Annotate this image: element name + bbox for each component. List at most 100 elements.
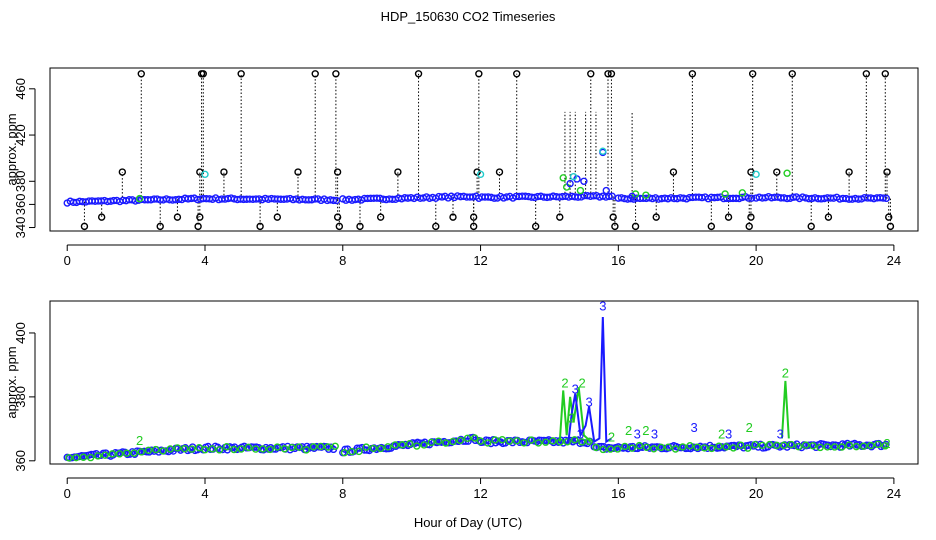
high-spike-point	[311, 70, 319, 78]
x-tick-label: 4	[201, 486, 208, 501]
x-tick-label: 4	[201, 253, 208, 268]
mid-spike-point	[669, 168, 678, 176]
baseline-green-point	[317, 442, 325, 451]
x-tick-label: 0	[64, 253, 71, 268]
baseline-point	[269, 445, 277, 453]
low-spike-point	[194, 222, 202, 231]
series-label: 2	[718, 426, 725, 441]
baseline-green-point	[427, 438, 435, 447]
series-label: 2	[782, 366, 789, 381]
baseline-green-point	[736, 441, 745, 449]
baseline-point	[329, 196, 338, 205]
low-spike-point	[609, 213, 617, 221]
baseline-green-point	[809, 442, 817, 450]
series-label: 2	[579, 375, 586, 390]
baseline-green-point	[130, 449, 138, 457]
low-spike-point	[724, 213, 733, 221]
blue-point	[580, 177, 588, 185]
high-spike-point	[688, 70, 697, 78]
mid-spike-point	[394, 168, 402, 176]
low-spike-point	[611, 222, 619, 231]
baseline-green-point	[251, 445, 260, 453]
baseline-green-point	[744, 444, 752, 452]
x-tick-label: 8	[339, 486, 346, 501]
series-label: 2	[883, 436, 890, 451]
baseline-green-point	[244, 443, 253, 452]
baseline-green-point	[101, 451, 109, 459]
baseline-green-point	[621, 442, 629, 451]
baseline-green-point	[137, 448, 145, 456]
baseline-green-point	[823, 443, 832, 451]
baseline-green-point	[309, 443, 318, 451]
baseline-green-point	[758, 441, 767, 450]
baseline-green-point	[599, 445, 607, 454]
baseline-green-point	[201, 446, 209, 454]
baseline-green-point	[65, 454, 73, 462]
green-point	[576, 186, 585, 195]
baseline-green-point	[787, 440, 795, 449]
baseline-green-point	[295, 443, 303, 451]
high-spike-point	[748, 70, 757, 78]
series-label: 3	[651, 426, 658, 441]
baseline-green-point	[222, 443, 231, 451]
green-point	[562, 183, 571, 191]
high-spike-point	[513, 70, 521, 78]
baseline-green-point	[650, 445, 658, 453]
x-tick-label: 0	[64, 486, 71, 501]
green-point	[738, 189, 747, 197]
series-label: 2	[642, 423, 649, 438]
baseline-green-point	[686, 442, 694, 450]
low-spike-point	[707, 222, 716, 231]
baseline-green-point	[867, 441, 875, 450]
low-spike-point	[273, 213, 282, 221]
cyan-point	[752, 170, 760, 179]
x-tick-label: 20	[749, 486, 763, 501]
high-spike-point	[137, 70, 145, 78]
baseline-green-point	[340, 448, 349, 457]
series-label: 2	[561, 375, 568, 390]
y-tick-label: 420	[13, 124, 28, 146]
low-spike-point	[745, 222, 753, 231]
baseline-point	[879, 194, 887, 202]
baseline-green-point	[679, 443, 687, 451]
series-label: 3	[634, 426, 641, 441]
baseline-green-point	[384, 443, 392, 451]
baseline-green-point	[273, 443, 282, 451]
blue-point	[566, 179, 574, 188]
blue-trace-line	[567, 316, 612, 444]
baseline-green-point	[657, 443, 665, 452]
low-spike-point	[432, 222, 440, 231]
high-spike-point	[199, 70, 207, 78]
x-tick-label: 12	[473, 486, 487, 501]
series-label: 3	[777, 426, 784, 441]
blue-point	[602, 186, 610, 195]
baseline-green-point	[288, 443, 296, 452]
mid-spike-point	[333, 168, 342, 176]
baseline-green-point	[376, 444, 385, 453]
baseline-green-point	[442, 439, 450, 447]
x-tick-label: 16	[611, 486, 625, 501]
cyan-point	[569, 172, 578, 181]
y-tick-label: 400	[13, 322, 28, 344]
baseline-point	[862, 441, 871, 449]
baseline-point	[608, 192, 616, 200]
baseline-green-point	[123, 449, 131, 457]
baseline-green-point	[476, 437, 485, 445]
baseline-green-point	[456, 436, 464, 445]
baseline-green-point	[355, 447, 363, 456]
baseline-point	[744, 194, 753, 202]
cyan-point	[476, 170, 485, 179]
baseline-green-point	[188, 445, 196, 453]
high-spike-point	[607, 70, 616, 78]
baseline-green-point	[180, 444, 189, 453]
baseline-green-point	[585, 437, 593, 446]
baseline-point	[87, 450, 96, 459]
baseline-green-point	[302, 446, 310, 454]
high-spike-point	[475, 70, 483, 78]
baseline-green-point	[715, 442, 723, 450]
baseline-green-point	[563, 438, 572, 446]
baseline-point	[605, 192, 613, 201]
baseline-green-point	[471, 434, 479, 442]
baseline-green-point	[398, 441, 407, 449]
low-spike-point	[747, 213, 755, 221]
